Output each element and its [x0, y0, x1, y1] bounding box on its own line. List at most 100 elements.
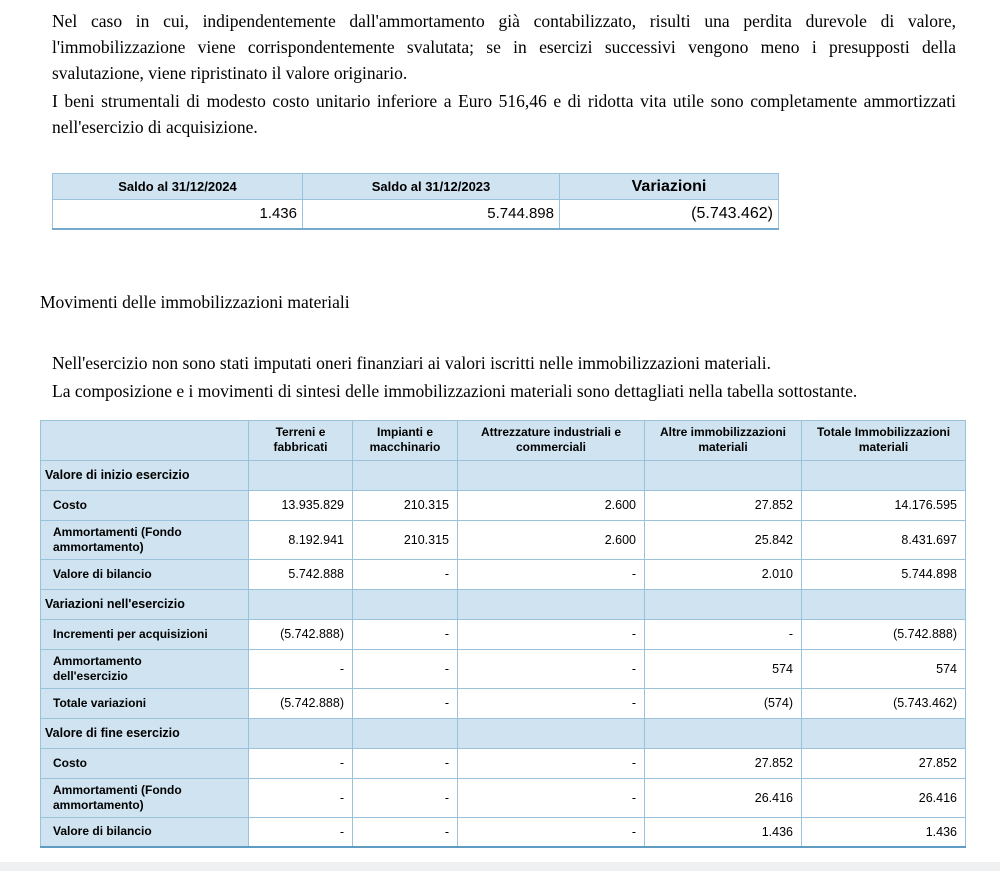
variazioni-header: Variazioni: [559, 173, 779, 200]
paragraph-oneri-finanziari: Nell'esercizio non sono stati imputati o…: [52, 352, 771, 373]
cell-value: -: [457, 648, 645, 689]
cell-value: [644, 717, 802, 749]
saldo-2024-header: Saldo al 31/12/2024: [52, 173, 303, 200]
cell-value: [801, 459, 966, 491]
cell-value: -: [457, 687, 645, 719]
cell-value: 574: [644, 648, 802, 689]
movimenti-immobilizzazioni-table: Terreni e fabbricati Impianti e macchina…: [40, 419, 966, 848]
cell-value: [457, 588, 645, 620]
cell-value: -: [352, 816, 458, 848]
row-label: Incrementi per acquisizioni: [40, 618, 249, 650]
row-label: Ammortamenti (Fondo ammortamento): [40, 777, 249, 818]
row-label: Variazioni nell'esercizio: [40, 588, 249, 620]
section-row: Valore di fine esercizio: [40, 717, 966, 749]
table-row: Costo - - -27.852 27.852: [40, 747, 966, 779]
row-label: Totale variazioni: [40, 687, 249, 719]
cell-value: -: [644, 618, 802, 650]
cell-value: -: [457, 558, 645, 590]
cell-value: (574): [644, 687, 802, 719]
cell-value: [352, 588, 458, 620]
cell-value: -: [352, 558, 458, 590]
cell-value: [644, 588, 802, 620]
row-label: Valore di bilancio: [40, 816, 249, 848]
cell-value: 1.436: [644, 816, 802, 848]
cell-value: 27.852: [644, 489, 802, 521]
row-label: Valore di fine esercizio: [40, 717, 249, 749]
cell-value: 13.935.829: [248, 489, 353, 521]
cell-value: 5.744.898: [801, 558, 966, 590]
row-label: Ammortamenti (Fondo ammortamento): [40, 519, 249, 560]
cell-value: -: [457, 747, 645, 779]
cell-value: -: [457, 618, 645, 650]
table-row: Incrementi per acquisizioni (5.742.888) - -…: [40, 618, 966, 650]
section-row: Valore di inizio esercizio: [40, 459, 966, 491]
cell-value: 210.315: [352, 519, 458, 560]
cell-value: -: [352, 648, 458, 689]
paragraph-composizione: La composizione e i movimenti di sintesi…: [52, 380, 858, 401]
page-bottom-edge: [0, 862, 1000, 871]
table-row: Valore di bilancio 5.742.888- -2.010 5.744.…: [40, 558, 966, 590]
row-label: Valore di bilancio: [40, 558, 249, 590]
section-heading-movimenti: Movimenti delle immobilizzazioni materia…: [40, 291, 350, 312]
saldo-comparison-table: Saldo al 31/12/2024 Saldo al 31/12/2023 …: [52, 173, 779, 230]
cell-value: -: [352, 618, 458, 650]
saldo-2023-value: 5.744.898: [302, 199, 560, 230]
table-row: Ammortamenti (Fondo ammortamento) 8.192.9…: [40, 519, 966, 560]
cell-value: [457, 459, 645, 491]
cell-value: -: [352, 747, 458, 779]
cell-value: [352, 459, 458, 491]
page-content: Nel caso in cui, indipendentemente dall'…: [0, 0, 1000, 140]
cell-value: 2.600: [457, 519, 645, 560]
row-label: Ammortamento dell'esercizio: [40, 648, 249, 689]
col-header-attrezzature: Attrezzature industriali e commerciali: [457, 419, 645, 461]
cell-value: -: [248, 777, 353, 818]
cell-value: [801, 717, 966, 749]
table-row: Totale variazioni (5.742.888) - - (574) (5.74…: [40, 687, 966, 719]
cell-value: [457, 717, 645, 749]
paragraph-beni-strumentali: I beni strumentali di modesto costo unit…: [52, 91, 956, 137]
cell-value: [248, 588, 353, 620]
cell-value: (5.742.888): [248, 687, 353, 719]
table-row: Costo 13.935.829 210.315 2.600 27.852 14.176.…: [40, 489, 966, 521]
saldo-table-value-row: 1.436 5.744.898 (5.743.462): [52, 199, 779, 230]
cell-value: [248, 717, 353, 749]
cell-value: 5.742.888: [248, 558, 353, 590]
row-label: Costo: [40, 489, 249, 521]
saldo-table-header-row: Saldo al 31/12/2024 Saldo al 31/12/2023 …: [52, 173, 779, 200]
cell-value: -: [457, 777, 645, 818]
cell-value: [801, 588, 966, 620]
row-label: Valore di inizio esercizio: [40, 459, 249, 491]
cell-value: -: [248, 747, 353, 779]
cell-value: 574: [801, 648, 966, 689]
col-header-altre: Altre immobilizzazioni materiali: [644, 419, 802, 461]
cell-value: 14.176.595: [801, 489, 966, 521]
variazioni-value: (5.743.462): [559, 199, 779, 230]
cell-value: (5.742.888): [801, 618, 966, 650]
table-row: Ammortamenti (Fondo ammortamento) - - -26.4…: [40, 777, 966, 818]
cell-value: [352, 717, 458, 749]
row-label: Costo: [40, 747, 249, 779]
cell-value: 26.416: [801, 777, 966, 818]
paragraph-perdita-durevole: Nel caso in cui, indipendentemente dall'…: [52, 11, 956, 83]
cell-value: 25.842: [644, 519, 802, 560]
movimenti-table-body: Terreni e fabbricati Impianti e macchina…: [40, 419, 966, 848]
movimenti-header-row: Terreni e fabbricati Impianti e macchina…: [40, 419, 966, 461]
section-row: Variazioni nell'esercizio: [40, 588, 966, 620]
cell-value: 27.852: [644, 747, 802, 779]
saldo-2023-header: Saldo al 31/12/2023: [302, 173, 560, 200]
cell-value: 210.315: [352, 489, 458, 521]
cell-value: 2.600: [457, 489, 645, 521]
movimenti-intro: Nell'esercizio non sono stati imputati o…: [0, 342, 1000, 404]
col-header-totale: Totale Immobilizzazioni materiali: [801, 419, 966, 461]
cell-value: 27.852: [801, 747, 966, 779]
cell-value: -: [248, 648, 353, 689]
cell-value: 8.431.697: [801, 519, 966, 560]
cell-value: -: [248, 816, 353, 848]
cell-value: 2.010: [644, 558, 802, 590]
cell-value: 8.192.941: [248, 519, 353, 560]
cell-value: 1.436: [801, 816, 966, 848]
cell-value: (5.742.888): [248, 618, 353, 650]
cell-value: 26.416: [644, 777, 802, 818]
cell-value: -: [352, 687, 458, 719]
